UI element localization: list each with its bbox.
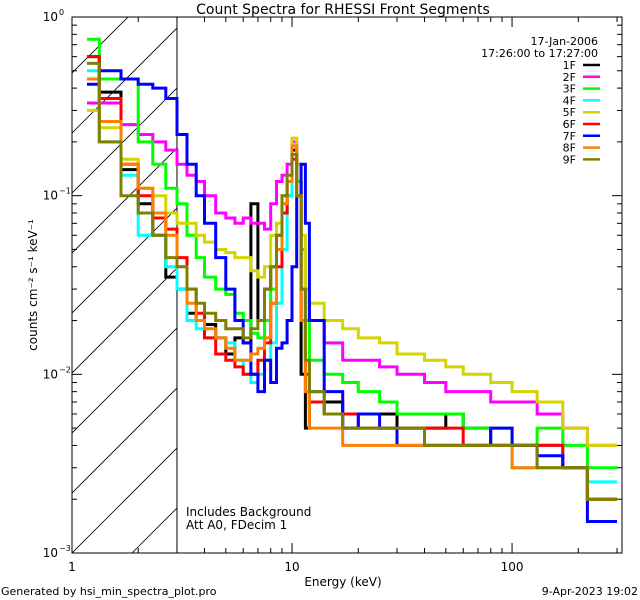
legend-label-6F: 6F — [563, 118, 576, 131]
hatch-line — [72, 207, 177, 314]
hatch-line — [0, 0, 132, 553]
hatch-line — [72, 447, 177, 553]
legend-label-5F: 5F — [563, 106, 576, 119]
legend-label-2F: 2F — [563, 71, 576, 84]
y-tick-label: 10 — [43, 546, 58, 560]
y-tick-exponent: −1 — [59, 187, 71, 196]
y-tick-label: 10 — [43, 189, 58, 203]
y-tick-label: 10 — [43, 367, 58, 381]
legend-label-3F: 3F — [563, 83, 576, 96]
series-8F — [87, 77, 617, 501]
hatch-line — [72, 387, 177, 494]
y-tick-label: 10 — [43, 10, 58, 24]
legend-date: 17-Jan-2006 — [531, 35, 599, 48]
y-tick-exponent: 0 — [59, 8, 64, 17]
x-tick-label: 1 — [68, 560, 76, 574]
annotation-attenuator: Att A0, FDecim 1 — [186, 518, 287, 532]
y-tick-exponent: −3 — [59, 544, 71, 553]
series-9F — [87, 61, 617, 501]
plot-frame — [71, 16, 623, 554]
legend-label-8F: 8F — [563, 142, 576, 155]
x-axis-label: Energy (keV) — [304, 575, 381, 589]
annotation-background: Includes Background — [186, 505, 311, 519]
x-tick-label: 10 — [284, 560, 299, 574]
legend-label-1F: 1F — [563, 59, 576, 72]
hatch-line — [72, 17, 129, 74]
x-tick-label: 100 — [501, 560, 524, 574]
legend-time-range: 17:26:00 to 17:27:00 — [481, 47, 598, 60]
footer-generated-by: Generated by hsi_min_spectra_plot.pro — [1, 585, 217, 598]
footer-timestamp: 9-Apr-2023 19:02 — [542, 585, 638, 598]
hatch-line — [72, 27, 177, 134]
hatch-line — [72, 267, 177, 374]
y-axis-label: counts cm⁻² s⁻¹ keV⁻¹ — [26, 219, 40, 351]
y-tick-exponent: −2 — [59, 365, 71, 374]
legend-label-9F: 9F — [563, 153, 576, 166]
chart-title: Count Spectra for RHESSI Front Segments — [196, 2, 490, 18]
legend-label-7F: 7F — [563, 130, 576, 143]
legend-label-4F: 4F — [563, 94, 576, 107]
